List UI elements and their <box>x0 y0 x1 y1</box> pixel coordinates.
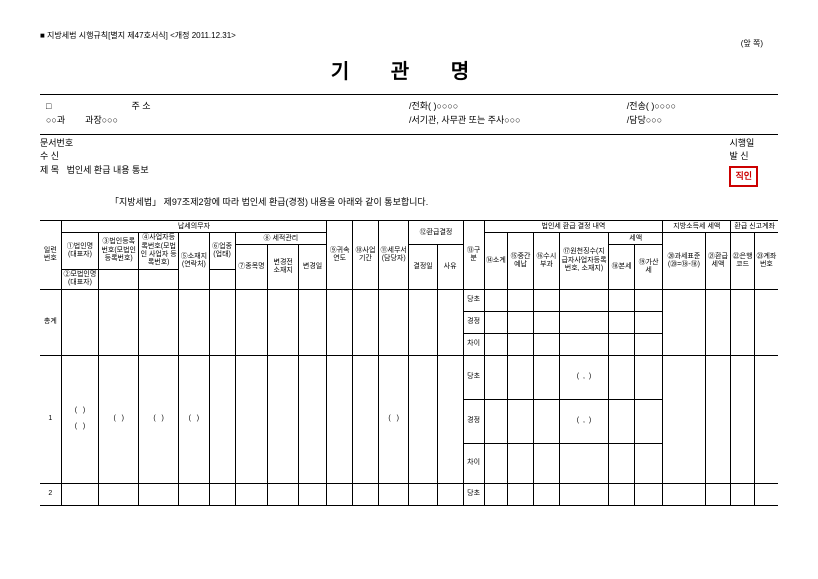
col-prevaddr: 변경전 소재지 <box>268 245 299 289</box>
person-label: /담당○○○ <box>627 113 772 127</box>
grp-taxpayer: 납세의무자 <box>61 221 327 233</box>
col-pregno <box>99 269 139 289</box>
gubun-dangcho: 당초 <box>463 483 484 505</box>
doc-number-label: 문서번호 <box>40 137 778 151</box>
meta-block: 문서번호 수 신 제 목 법인세 환급 내용 통보 시행일 발 신 직인 <box>40 137 778 178</box>
col-refund: ⑫환급결정 <box>409 221 463 245</box>
tel-label: /전화( )○○○○ <box>409 99 627 113</box>
col-decdate: 결정일 <box>409 245 437 289</box>
col-addtax: ⑲가산세 <box>635 245 663 289</box>
front-page-label: (앞 쪽) <box>741 38 763 49</box>
col-bank: ㉒은행코드 <box>731 233 754 289</box>
gubun-dangcho: 당초 <box>463 355 484 399</box>
row-total-label: 총계 <box>40 289 61 355</box>
gubun-dangcho: 당초 <box>463 289 484 311</box>
subject-label: 제 목 <box>40 165 59 175</box>
row-2: 2 <box>40 483 61 505</box>
col-biztype2 <box>209 269 235 289</box>
address-label: 주 소 <box>131 101 150 111</box>
col-period: ⑩사업기간 <box>353 221 379 289</box>
col-maintax: ⑱본세 <box>609 245 635 289</box>
col-refundamt: ㉑환급세액 <box>705 233 731 289</box>
grp-local: 지방소득세 세액 <box>663 221 731 233</box>
grp-corptax: 법인세 환급 결정 내역 <box>484 221 663 233</box>
col-office: ⑪세무서(담당자) <box>378 221 409 289</box>
col-corp: ①법인명(대표자) <box>61 233 99 270</box>
enforce-date-label: 시행일 <box>729 137 758 151</box>
col-interim: ⑮중간예납 <box>508 233 534 289</box>
col-addr: ⑤소재지(연락처) <box>179 233 210 289</box>
header-block: □ 주 소 /전화( )○○○○ /전송( )○○○○ ○○과 과장○○○ /서기… <box>40 94 778 135</box>
grp-acct: 환급 신고계좌 <box>731 221 778 233</box>
manager-label: 과장○○○ <box>85 115 118 125</box>
clerk-label: /서기관, 사무관 또는 주사○○○ <box>409 113 627 127</box>
col-acctno: ㉓계좌번호 <box>754 233 778 289</box>
col-pbizno <box>139 269 179 289</box>
subject-text: 법인세 환급 내용 통보 <box>67 165 149 175</box>
col-biztype: ⑥업종(업태) <box>209 233 235 270</box>
gubun-cha: 차이 <box>463 443 484 483</box>
col-reason: 사유 <box>437 245 463 289</box>
col-taxmgmt: ⑧ 세적관리 <box>235 233 327 245</box>
page-title: 기 관 명 <box>40 55 778 84</box>
col-taxbase: ⑳과세표준(⑳=⑱-⑱) <box>663 233 705 289</box>
col-chgdate: 변경일 <box>298 245 326 289</box>
col-regno: ③법인등록번호(모법인 등록번호) <box>99 233 139 270</box>
receiver-label: 수 신 <box>40 150 778 164</box>
col-bizno: ④사업자등록번호(모법인 사업자 등록번호) <box>139 233 179 270</box>
notice-text: 「지방세법」 제97조제2항에 따라 법인세 환급(경정) 내용을 아래와 같이… <box>110 195 778 208</box>
col-withhold: ⑰원천징수(지급자사업자등록번호, 소재지) <box>559 233 608 289</box>
col-occasional: ⑯수시부과 <box>533 233 559 289</box>
main-table: 일련번호 납세의무자 ⑨귀속연도 ⑩사업기간 ⑪세무서(담당자) ⑫환급결정 ⑬… <box>40 220 778 505</box>
col-item: ⑦종목명 <box>235 245 268 289</box>
fax-label: /전송( )○○○○ <box>627 99 772 113</box>
col-year: ⑨귀속연도 <box>327 221 353 289</box>
gubun-gyeong: 경정 <box>463 311 484 333</box>
row-1: 1 <box>40 355 61 483</box>
gubun-cha: 차이 <box>463 333 484 355</box>
sender-label: 발 신 <box>729 150 758 164</box>
checkbox-mark: □ <box>46 101 51 111</box>
grp-amt: 세액 <box>609 233 663 245</box>
gubun-gyeong: 경정 <box>463 399 484 443</box>
col-subtotal: ⑭소계 <box>484 233 507 289</box>
col-serial: 일련번호 <box>40 221 61 289</box>
seal-stamp: 직인 <box>729 166 758 188</box>
col-gubun: ⑬구분 <box>463 221 484 289</box>
dept-label: ○○과 <box>46 115 65 125</box>
col-parent: ②모법인명(대표자) <box>61 269 99 289</box>
form-regulation-note: ■ 지방세법 시행규칙[별지 제47호서식] <개정 2011.12.31> <box>40 30 778 41</box>
